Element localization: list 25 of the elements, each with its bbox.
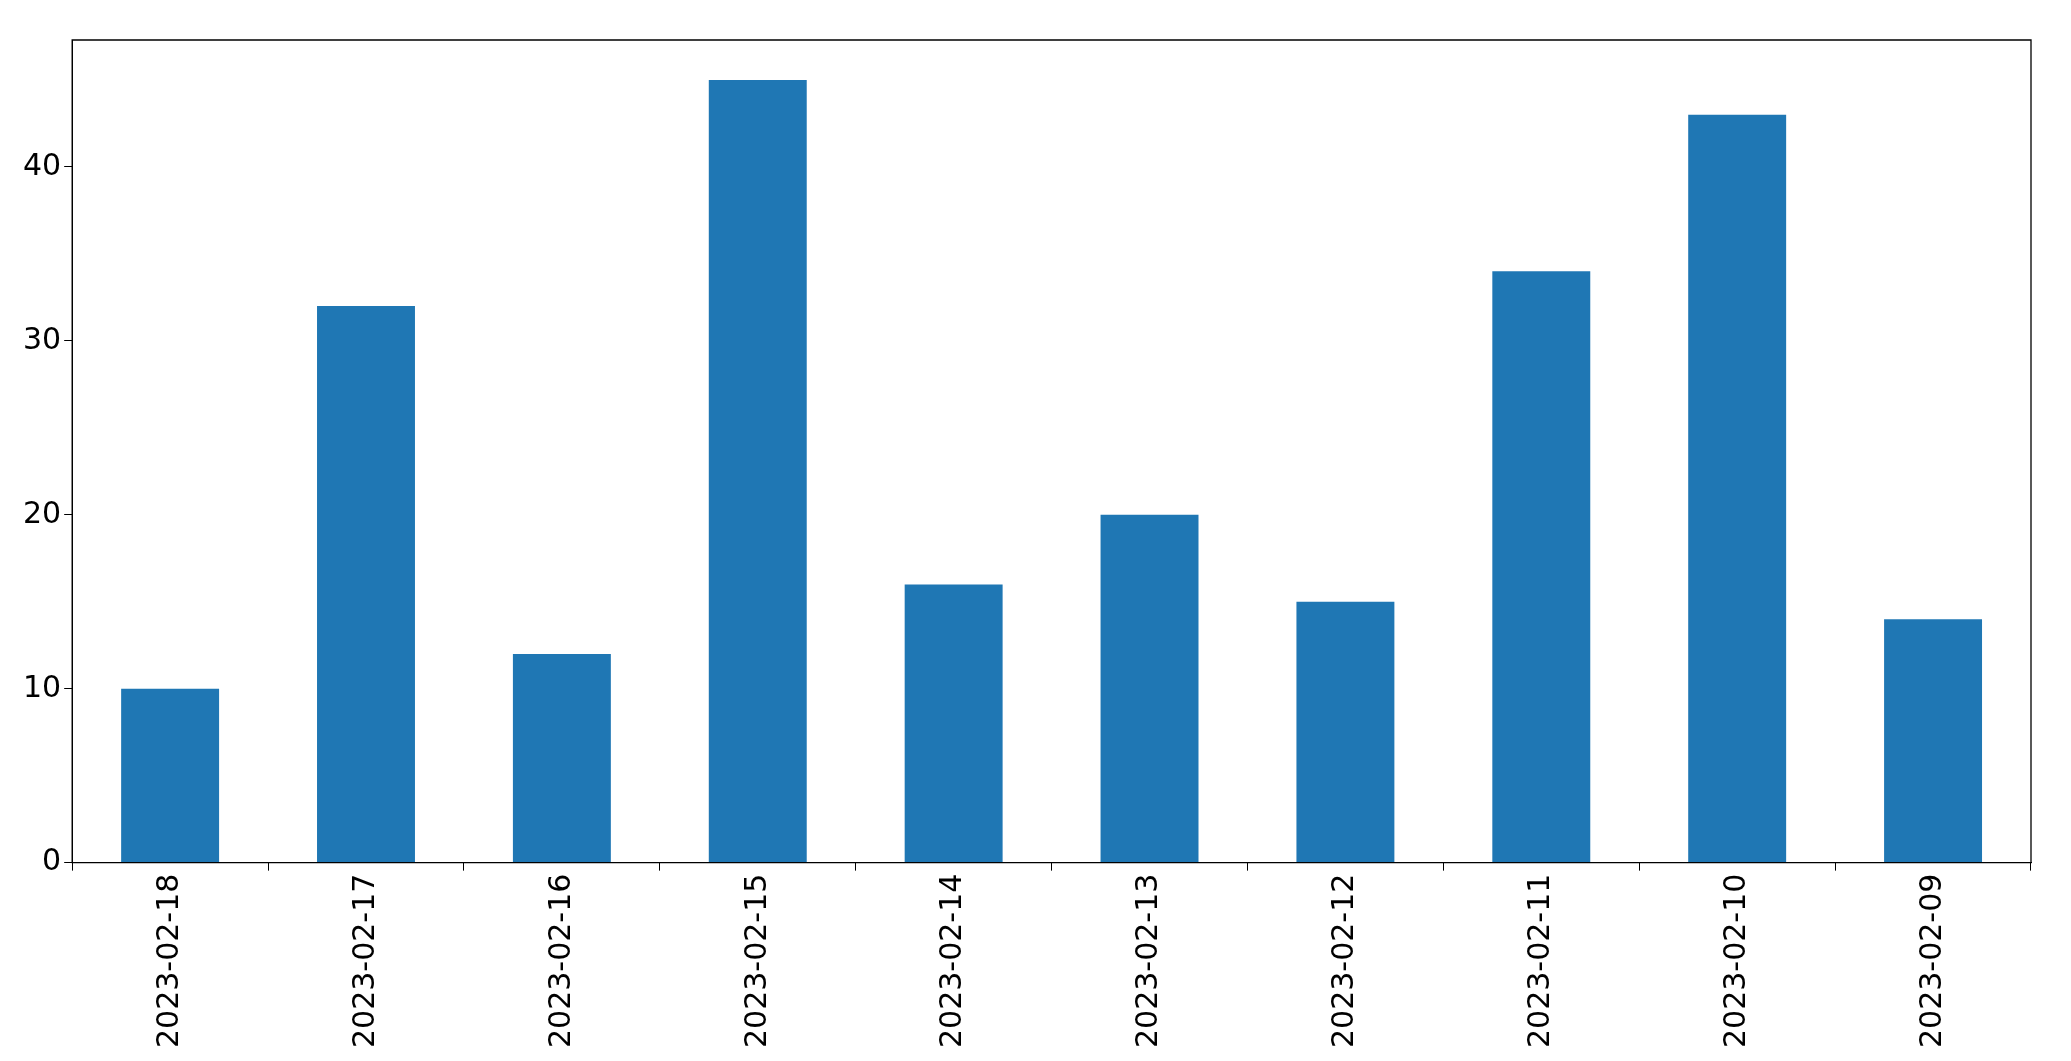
x-tick-label: 2023-02-18 xyxy=(149,873,185,1049)
bar xyxy=(1492,271,1591,863)
bar xyxy=(512,653,611,863)
x-tick-label: 2023-02-11 xyxy=(1521,873,1557,1049)
y-tick-label: 0 xyxy=(42,842,62,878)
x-tick-label: 2023-02-16 xyxy=(541,873,577,1049)
x-tick-label: 2023-02-14 xyxy=(933,873,969,1049)
y-tick-label: 10 xyxy=(22,668,62,704)
x-tick-label: 2023-02-12 xyxy=(1325,873,1361,1049)
bar xyxy=(1296,601,1395,863)
y-tick-label: 20 xyxy=(22,494,62,530)
bar xyxy=(1884,619,1983,863)
y-tick-label: 30 xyxy=(22,320,62,356)
bar xyxy=(708,80,807,863)
bar xyxy=(904,584,1003,863)
y-tick-label: 40 xyxy=(22,146,62,182)
x-tick-label: 2023-02-15 xyxy=(737,873,773,1049)
x-tick-label: 2023-02-17 xyxy=(345,873,381,1049)
x-tick-label: 2023-02-13 xyxy=(1129,873,1165,1049)
x-tick-label: 2023-02-09 xyxy=(1912,873,1948,1049)
bar xyxy=(317,306,415,863)
bar xyxy=(1100,514,1199,863)
bar xyxy=(1688,114,1787,863)
bar xyxy=(121,688,220,863)
x-tick-label: 2023-02-10 xyxy=(1716,873,1752,1049)
